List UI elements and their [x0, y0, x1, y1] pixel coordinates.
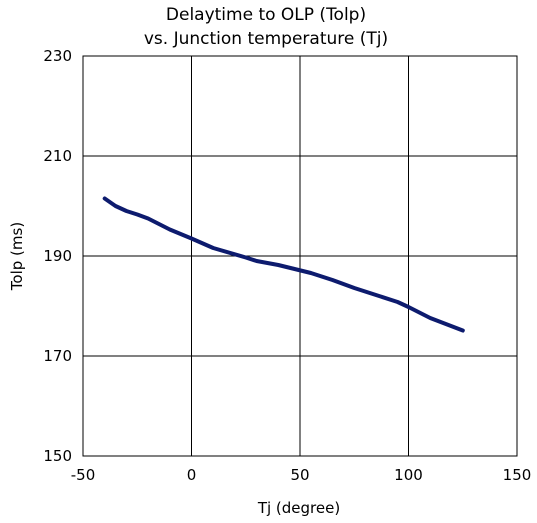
series-line-0	[102, 196, 465, 333]
plot-area	[82, 55, 518, 457]
series-layer	[102, 196, 465, 333]
x-tick-label: 50	[290, 466, 309, 484]
chart-title-line1: Delaytime to OLP (Tolp)	[166, 5, 366, 25]
x-tick-label: 0	[187, 466, 197, 484]
y-tick-label: 170	[43, 347, 72, 365]
chart-title-line2: vs. Junction temperature (Tj)	[144, 29, 388, 49]
y-tick-label: 190	[43, 247, 72, 265]
gridlines	[83, 56, 517, 456]
x-tick-label: 100	[394, 466, 423, 484]
x-tick-label: 150	[503, 466, 532, 484]
x-tick-label: -50	[71, 466, 96, 484]
x-tick-labels: -50 0 50 100 150	[71, 466, 532, 484]
x-axis-label: Tj (degree)	[257, 499, 340, 517]
y-tick-label: 150	[43, 447, 72, 465]
y-axis-label: Tolp (ms)	[8, 222, 26, 291]
y-tick-label: 230	[43, 47, 72, 65]
y-tick-label: 210	[43, 147, 72, 165]
y-tick-labels: 150 170 190 210 230	[43, 47, 72, 465]
